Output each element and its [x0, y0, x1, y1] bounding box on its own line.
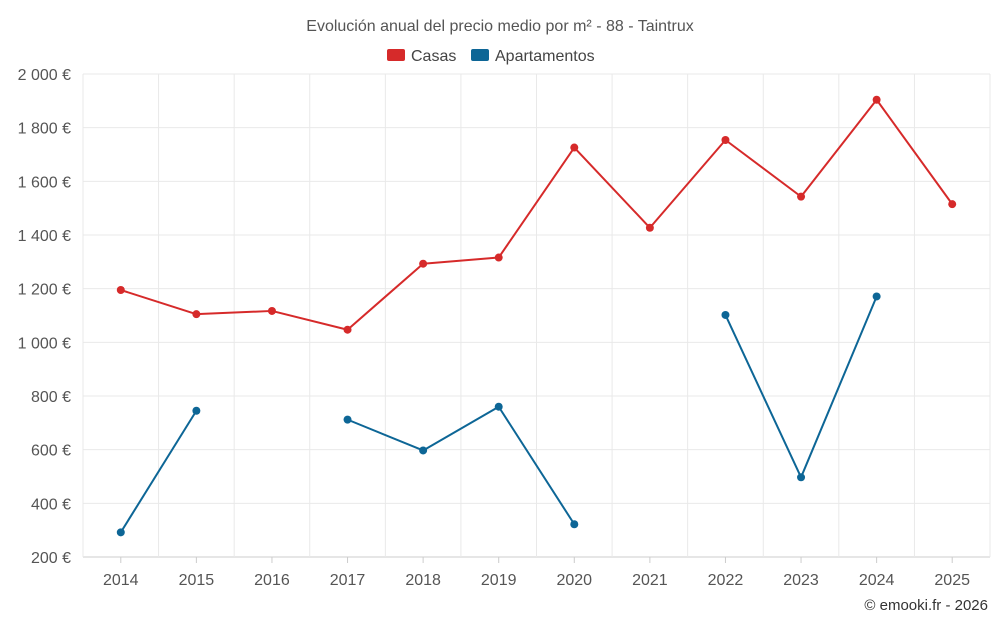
- series-line-apartamentos: [119, 410, 198, 533]
- y-tick-label: 1 200 €: [18, 282, 71, 299]
- grid: [82, 73, 991, 558]
- data-point-apartamentos-2017[interactable]: [343, 415, 352, 424]
- credit-text: © emooki.fr - 2026: [864, 597, 988, 614]
- x-tick-label: 2024: [859, 572, 895, 589]
- data-point-casas-2024[interactable]: [872, 95, 881, 104]
- data-point-apartamentos-2018[interactable]: [419, 446, 428, 455]
- series-line-casas: [120, 98, 954, 331]
- data-point-apartamentos-2024[interactable]: [872, 292, 881, 301]
- data-point-casas-2018[interactable]: [419, 259, 428, 268]
- data-point-casas-2014[interactable]: [116, 286, 125, 295]
- data-point-apartamentos-2023[interactable]: [797, 473, 806, 482]
- x-tick-label: 2020: [556, 572, 592, 589]
- legend-item-casas[interactable]: Casas: [387, 48, 456, 65]
- series-lines: [119, 98, 954, 533]
- legend-swatch: [387, 49, 405, 61]
- y-axis: 200 € 400 € 600 € 800 € 1 000 € 1 200 € 1 400 …: [18, 67, 71, 567]
- y-tick-label: 2 000 €: [18, 67, 71, 84]
- x-tick-label: 2021: [632, 572, 668, 589]
- legend-swatch: [471, 49, 489, 61]
- chart-title: Evolución anual del precio medio por m² …: [306, 18, 693, 35]
- x-tick-label: 2025: [934, 572, 970, 589]
- data-point-apartamentos-2014[interactable]: [116, 528, 125, 537]
- data-point-casas-2016[interactable]: [267, 306, 276, 315]
- data-point-casas-2022[interactable]: [721, 136, 730, 145]
- y-tick-label: 400 €: [31, 496, 71, 513]
- y-tick-label: 600 €: [31, 443, 71, 460]
- series-points: [116, 95, 957, 537]
- legend-label: Casas: [411, 48, 456, 65]
- series-line-apartamentos: [724, 296, 878, 479]
- x-tick-label: 2023: [783, 572, 819, 589]
- legend-item-apartamentos[interactable]: Apartamentos: [471, 48, 595, 65]
- x-tick-label: 2022: [708, 572, 744, 589]
- legend-label: Apartamentos: [495, 48, 595, 65]
- data-point-apartamentos-2022[interactable]: [721, 310, 730, 319]
- y-tick-label: 1 600 €: [18, 174, 71, 191]
- x-tick-label: 2014: [103, 572, 139, 589]
- x-axis: 2014 2015 2016 2017 2018 2019 2020 2021 2022 2023…: [103, 557, 970, 589]
- data-point-casas-2021[interactable]: [645, 223, 654, 232]
- data-point-casas-2023[interactable]: [797, 192, 806, 201]
- data-point-casas-2015[interactable]: [192, 310, 201, 319]
- y-tick-label: 1 400 €: [18, 228, 71, 245]
- x-tick-label: 2019: [481, 572, 517, 589]
- y-tick-label: 800 €: [31, 389, 71, 406]
- data-point-casas-2025[interactable]: [948, 200, 957, 209]
- x-tick-label: 2016: [254, 572, 290, 589]
- x-tick-label: 2018: [405, 572, 441, 589]
- data-point-apartamentos-2015[interactable]: [192, 406, 201, 415]
- y-tick-label: 1 800 €: [18, 121, 71, 138]
- x-tick-label: 2017: [330, 572, 366, 589]
- data-point-casas-2019[interactable]: [494, 253, 503, 262]
- x-tick-label: 2015: [179, 572, 215, 589]
- y-tick-label: 1 000 €: [18, 335, 71, 352]
- data-point-apartamentos-2019[interactable]: [494, 402, 503, 411]
- data-point-casas-2020[interactable]: [570, 143, 579, 152]
- series-line-apartamentos: [347, 405, 576, 525]
- data-point-apartamentos-2020[interactable]: [570, 520, 579, 529]
- legend: Casas Apartamentos: [387, 48, 595, 65]
- y-tick-label: 200 €: [31, 550, 71, 567]
- data-point-casas-2017[interactable]: [343, 325, 352, 334]
